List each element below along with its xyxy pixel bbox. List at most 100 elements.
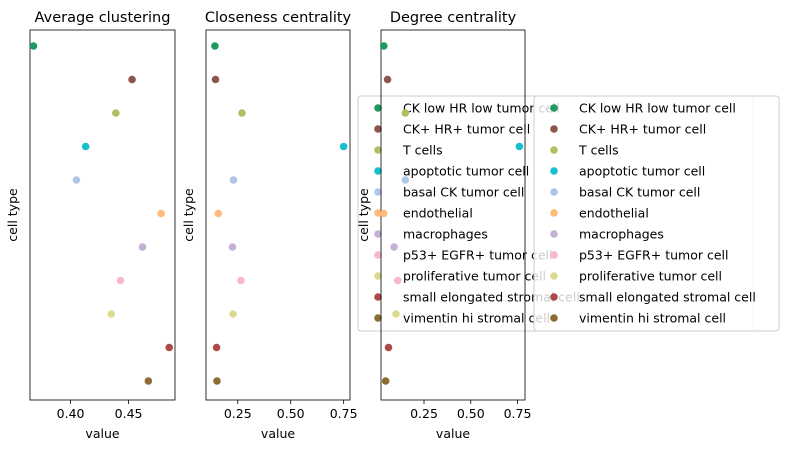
legend-marker: [374, 125, 382, 133]
x-axis-label: value: [436, 426, 470, 441]
legend-entry: proliferative tumor cell: [403, 269, 546, 284]
data-point: [211, 75, 220, 84]
legend-entry: CK+ HR+ tumor cell: [579, 122, 706, 137]
data-point: [237, 276, 245, 285]
data-point: [128, 75, 136, 84]
y-axis-label: cell type: [5, 188, 20, 242]
chart-title: Degree centrality: [390, 10, 517, 26]
data-point: [165, 343, 173, 352]
legend-entry: p53+ EGFR+ tumor cell: [403, 248, 552, 263]
data-point: [29, 42, 38, 50]
legend-entry: CK low HR low tumor cell: [579, 101, 736, 116]
data-point: [81, 142, 90, 151]
data-point: [380, 209, 388, 218]
data-point: [157, 209, 165, 218]
data-point: [211, 42, 219, 50]
legend-entry: apoptotic tumor cell: [403, 164, 529, 179]
data-point: [238, 109, 246, 117]
data-point: [212, 343, 221, 352]
legend-entry: vimentin hi stromal cell: [579, 311, 726, 326]
legend-marker: [550, 293, 558, 301]
x-axis-label: value: [261, 426, 295, 441]
data-point: [144, 377, 153, 385]
data-point: [112, 109, 120, 117]
legend-entry: T cells: [402, 143, 443, 158]
legend-marker: [374, 167, 382, 175]
x-axis-label: value: [85, 426, 119, 441]
data-point: [381, 377, 390, 385]
data-point: [116, 276, 125, 285]
legend-marker: [550, 272, 558, 280]
chart-panel-2: Closeness centrality 0.25 0.50 0.75 value cel…: [181, 10, 358, 441]
legend-marker: [374, 230, 382, 238]
data-point: [107, 310, 115, 318]
legend-entry: macrophages: [579, 227, 664, 242]
legend-entry: basal CK tumor cell: [403, 185, 524, 200]
legend-entry: proliferative tumor cell: [579, 269, 722, 284]
data-point: [228, 243, 237, 251]
data-point: [213, 377, 221, 385]
chart-title: Average clustering: [35, 10, 171, 26]
legend-entry: CK low HR low tumor cell: [403, 101, 560, 116]
data-point: [339, 142, 348, 151]
x-tick-label: 0.50: [457, 406, 485, 421]
data-point: [392, 310, 400, 318]
legend-entry: small elongated stromal cell: [579, 290, 756, 305]
legend-marker: [374, 209, 382, 217]
legend-entry: vimentin hi stromal cell: [403, 311, 550, 326]
legend-marker: [374, 188, 382, 196]
legend-entry: CK+ HR+ tumor cell: [403, 122, 530, 137]
y-axis-label: cell type: [356, 188, 371, 242]
data-point: [214, 209, 223, 218]
x-tick-label: 0.25: [224, 406, 252, 421]
x-tick-label: 0.45: [115, 406, 143, 421]
legend-entry: macrophages: [403, 227, 488, 242]
legend-marker: [374, 251, 382, 259]
legend-entry: T cells: [578, 143, 619, 158]
legend-marker: [374, 293, 382, 301]
legend: CK low HR low tumor cell CK+ HR+ tumor ce…: [533, 95, 780, 332]
legend-entry: basal CK tumor cell: [579, 185, 700, 200]
chart-panel-3: Degree centrality 0.25 0.50 0.75 value cell t…: [356, 10, 531, 441]
data-point: [229, 310, 237, 318]
legend-entry: endothelial: [403, 206, 473, 221]
legend-entry: p53+ EGFR+ tumor cell: [579, 248, 728, 263]
legend-marker: [550, 230, 558, 238]
legend-marker: [550, 167, 558, 175]
data-point: [394, 276, 402, 285]
data-point: [72, 176, 81, 184]
data-point: [401, 176, 410, 184]
data-point: [515, 142, 524, 151]
data-point: [384, 343, 393, 352]
data-point: [401, 109, 410, 117]
legend-frame: [533, 95, 780, 332]
legend-marker: [550, 251, 558, 259]
x-tick-label: 0.75: [330, 406, 358, 421]
x-tick-label: 0.25: [410, 406, 438, 421]
x-tick-label: 0.50: [277, 406, 305, 421]
legend-marker: [374, 314, 382, 322]
data-point: [229, 176, 238, 184]
legend-marker: [550, 314, 558, 322]
legend-marker: [550, 125, 558, 133]
axes-frame: [29, 29, 176, 401]
data-point: [390, 243, 398, 251]
legend-marker: [374, 272, 382, 280]
legend-entry: apoptotic tumor cell: [579, 164, 705, 179]
x-tick-label: 0.75: [504, 406, 532, 421]
legend-entry: endothelial: [579, 206, 649, 221]
legend-marker: [374, 104, 382, 112]
legend-marker: [550, 104, 558, 112]
legend-marker: [550, 188, 558, 196]
legend-marker: [550, 146, 558, 154]
chart-title: Closeness centrality: [205, 10, 352, 26]
legend-marker: [550, 209, 558, 217]
y-axis-label: cell type: [181, 188, 196, 242]
data-point: [383, 75, 392, 84]
data-point: [380, 42, 388, 50]
axes-frame: [205, 29, 351, 401]
x-tick-label: 0.40: [57, 406, 85, 421]
chart-panel-1: Average clustering 0.40 0.45 value cell type: [5, 10, 176, 441]
data-point: [138, 243, 147, 251]
